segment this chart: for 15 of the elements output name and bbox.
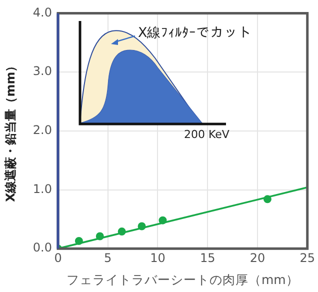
y-axis-title: X線遮蔽・鉛当量（mm） [3, 60, 18, 202]
x-tick-label: 0 [54, 250, 62, 265]
x-tick-label: 10 [150, 250, 166, 265]
x-tick-label: 15 [200, 250, 216, 265]
y-tick-label: 1.0 [32, 182, 52, 196]
y-tick-label: 4.0 [32, 5, 52, 20]
x-axis-title: フェライトラバーシートの肉厚（mm） [66, 272, 299, 287]
y-tick-label: 2.0 [32, 123, 52, 138]
x-tick-label: 25 [300, 250, 316, 265]
y-tick-label: 3.0 [32, 64, 52, 78]
x-tick-label: 20 [250, 250, 266, 265]
annotation: X線ﾌｨﾙﾀｰでカット [138, 24, 252, 42]
annotation: 200 KeV [184, 128, 230, 141]
x-tick-label: 5 [104, 250, 112, 265]
y-tick-label: 0.0 [32, 240, 52, 255]
